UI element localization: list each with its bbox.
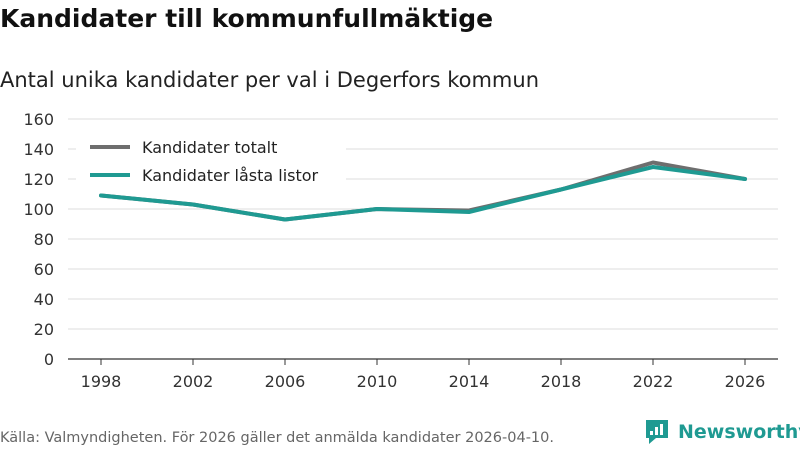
y-tick-label: 0 [44,350,54,369]
brand-name: Newsworthy [678,421,800,443]
y-tick-label: 160 [23,110,54,129]
chart-title: Kandidater till kommunfullmäktige [0,4,494,33]
newsworthy-icon [646,420,668,444]
y-tick-label: 140 [23,140,54,159]
series-lines [99,160,747,222]
chart-subtitle: Antal unika kandidater per val i Degerfo… [0,68,540,92]
x-tick-label: 2022 [633,372,674,391]
legend: Kandidater totalt Kandidater låsta listor [76,131,346,189]
line-chart: 0 20 40 60 80 100 120 140 160 1998 2002 2006 2010 201… [23,110,778,391]
brand-logo: Newsworthy [644,418,800,446]
x-tick-label: 1998 [81,372,122,391]
x-tick-label: 2006 [265,372,306,391]
x-tick-label: 2010 [357,372,398,391]
series-line-1 [99,165,747,222]
y-tick-label: 80 [34,230,54,249]
legend-label-0: Kandidater totalt [142,138,277,157]
y-tick-label: 60 [34,260,54,279]
y-tick-label: 120 [23,170,54,189]
y-tick-label: 20 [34,320,54,339]
source-note: Källa: Valmyndigheten. För 2026 gäller d… [0,430,554,446]
legend-label-1: Kandidater låsta listor [142,166,319,185]
legend-background [76,131,346,189]
x-tick-label: 2014 [449,372,490,391]
axes: 0 20 40 60 80 100 120 140 160 1998 2002 2006 2010 201… [23,110,778,391]
x-tick-label: 2026 [725,372,766,391]
y-tick-label: 40 [34,290,54,309]
y-tick-label: 100 [23,200,54,219]
x-tick-label: 2018 [541,372,582,391]
x-tick-label: 2002 [173,372,214,391]
